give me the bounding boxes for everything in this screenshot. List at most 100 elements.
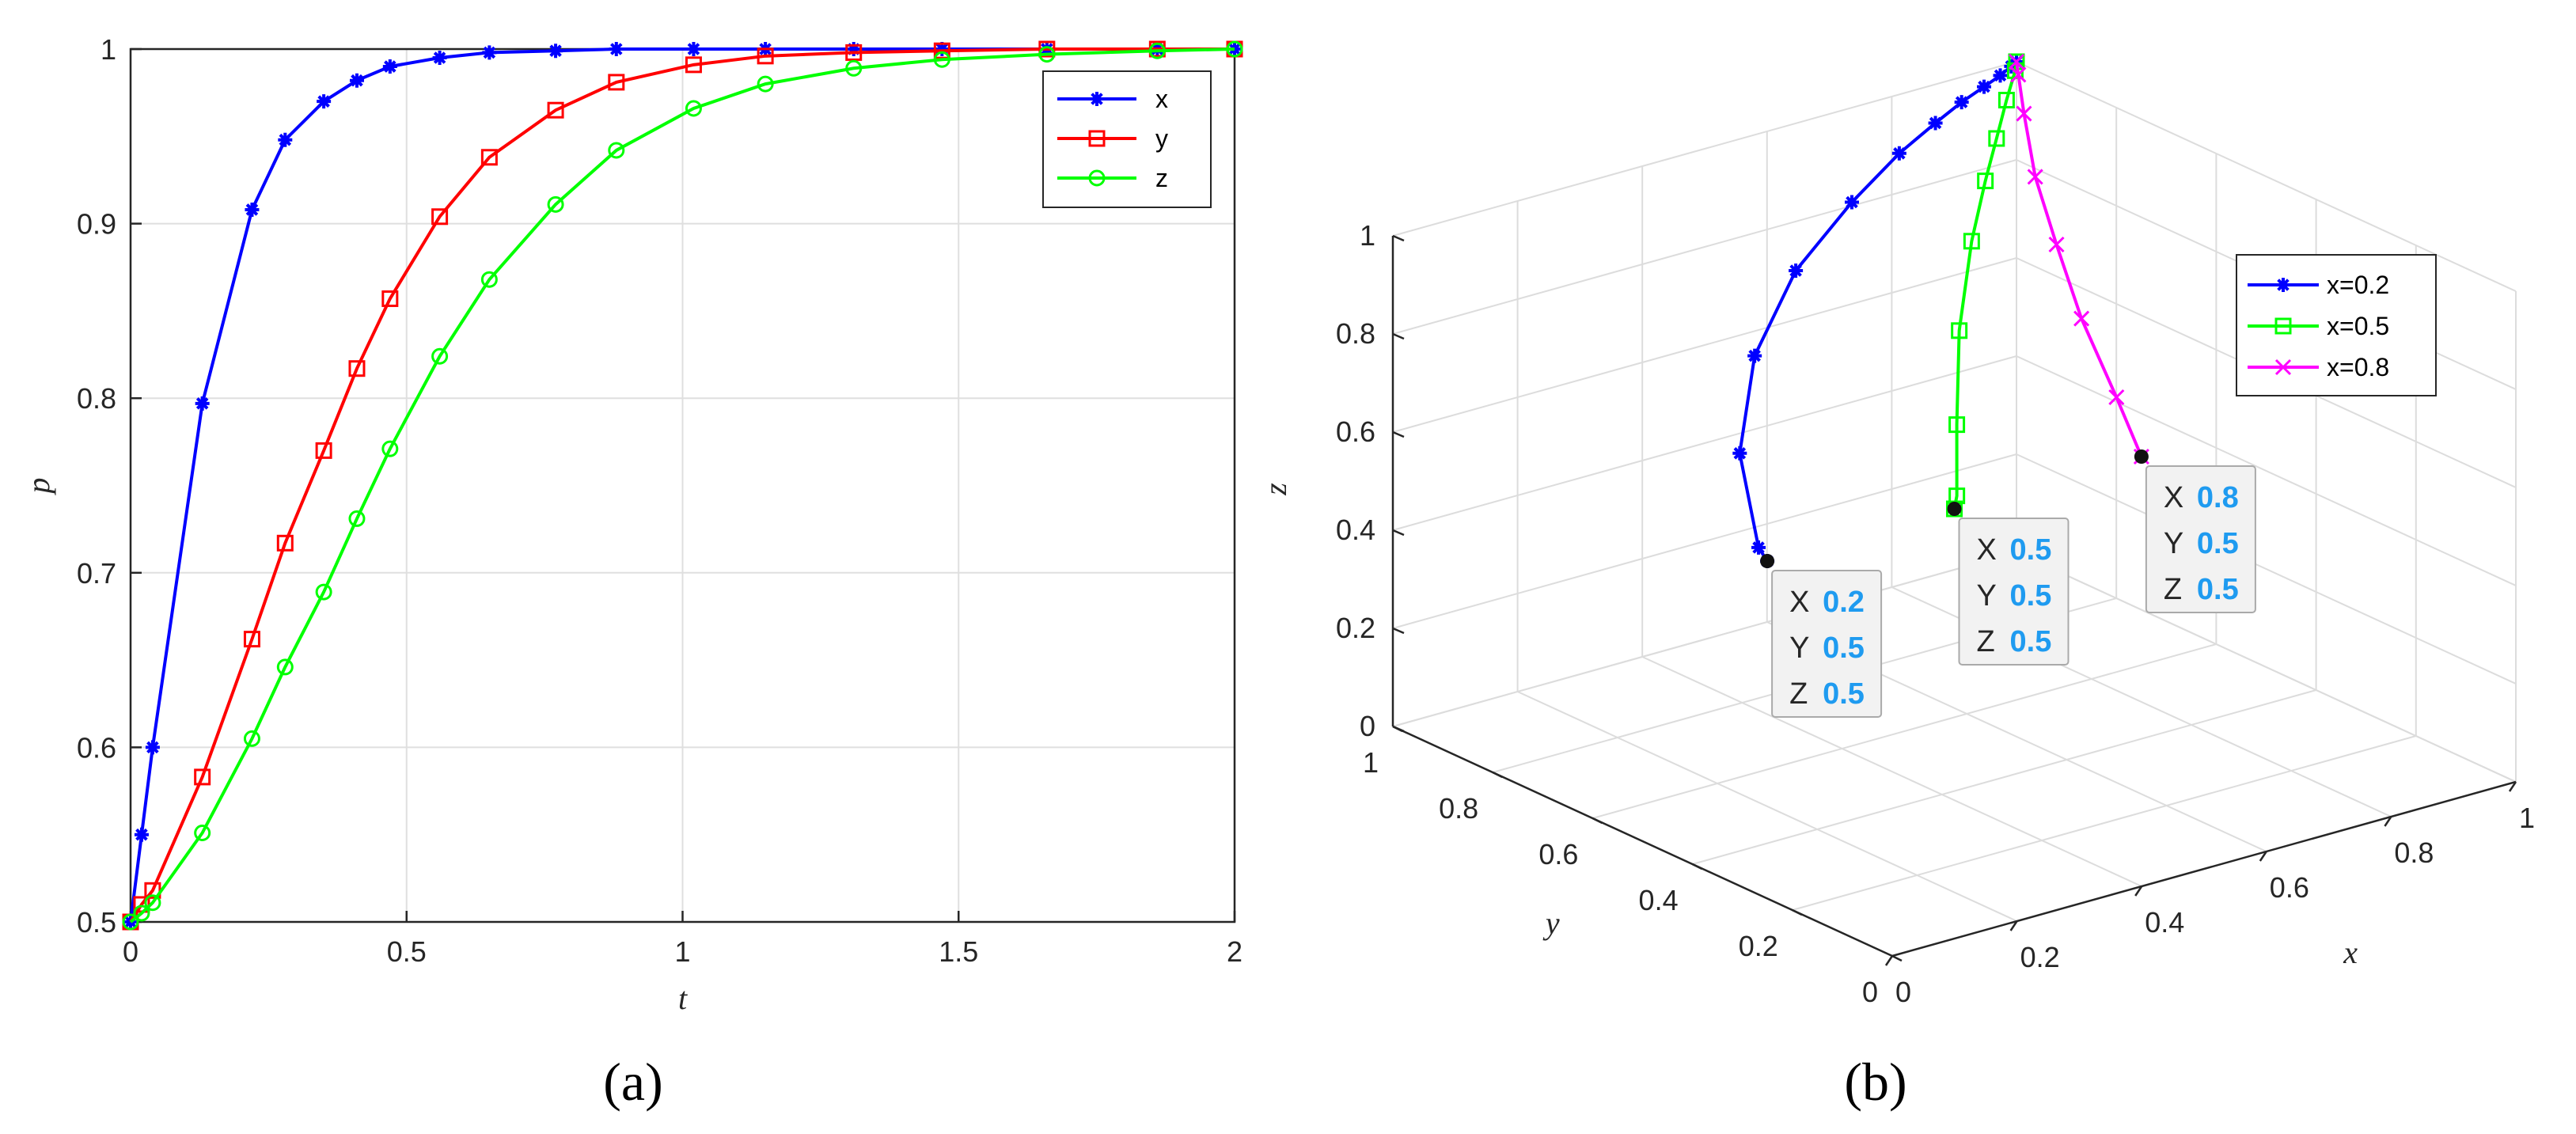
z-axis-label: z	[1258, 483, 1293, 496]
datatip-value-Y: 0.5	[1823, 631, 1865, 665]
datatip-value-X: 0.2	[1823, 586, 1865, 619]
data-point-x	[145, 740, 160, 755]
data-point-z	[547, 195, 564, 213]
data-point-x=0.2-shape	[1993, 68, 2008, 83]
datatip-1: X 0.2 Y 0.5 Z 0.5	[1771, 570, 1883, 718]
y-tick-label: 0.9	[77, 208, 116, 241]
data-point-y-shape	[933, 42, 950, 59]
legend-marker-x=0.8	[2274, 358, 2292, 376]
datatip-key-Z: Z	[1977, 625, 1995, 658]
data-point-x=0.2	[1954, 95, 1969, 110]
datatip-value-Z: 0.5	[1823, 677, 1865, 711]
data-point-x=0.8-shape	[2008, 53, 2025, 70]
series-x=0.2	[1732, 55, 2024, 568]
datatip-value-X: 0.8	[2197, 481, 2239, 514]
chart-panel-b: 0 0.2 0.4 0.6 0.8 1 0 0.2 0.4 0.6 0.8 1 0 0.2 0.4 0.6 0.…	[1258, 53, 2535, 1008]
data-point-z	[480, 271, 498, 288]
data-point-z	[348, 510, 366, 527]
gridline-wall-x	[2016, 453, 2517, 685]
gridline-wall-y	[1392, 159, 2017, 335]
data-point-x=0.5-shape	[1988, 130, 2005, 147]
data-point-x=0.2	[1789, 264, 1804, 278]
data-point-x=0.8	[2010, 66, 2027, 83]
data-point-z-shape	[122, 913, 139, 931]
x-tick-label: 0	[123, 935, 138, 968]
data-point-z-shape	[276, 658, 294, 676]
data-point-y	[845, 44, 863, 61]
y-tick-mark	[1891, 954, 1903, 962]
data-point-x	[317, 94, 332, 109]
datatip-value-Z: 0.5	[2197, 573, 2239, 606]
gridline-floor	[1517, 691, 2018, 922]
data-point-z-shape	[315, 583, 332, 601]
data-point-x	[278, 132, 293, 147]
data-point-z-shape	[348, 510, 366, 527]
data-point-z	[144, 894, 161, 912]
x-tick-label: 0	[1895, 976, 1911, 1008]
datatip-key-X: X	[2164, 481, 2183, 514]
data-point-x-shape	[482, 45, 497, 60]
y-tick-mark	[1692, 863, 1703, 870]
y-tick-label: 0.8	[1439, 792, 1478, 825]
data-point-z	[685, 100, 702, 117]
data-point-x=0.5	[1997, 92, 2015, 108]
data-point-x-shape	[134, 827, 149, 842]
legend-label-y: y	[1155, 124, 1168, 153]
z-tick-mark	[1392, 234, 1405, 242]
data-point-z-shape	[933, 51, 950, 68]
datatip-key-Y: Y	[2164, 527, 2183, 560]
y-tick-label: 0.6	[1538, 838, 1578, 870]
gridline-floor	[1692, 689, 2316, 865]
data-point-z-shape	[547, 195, 564, 213]
z-tick-label: 0.2	[1336, 612, 1375, 644]
data-point-x=0.2	[1993, 68, 2008, 83]
y-tick-label: 0.6	[77, 731, 116, 764]
legend-label-x=0.2: x=0.2	[2327, 271, 2389, 299]
x-axis-label: x	[2343, 935, 2358, 970]
x-axis-label: t	[678, 980, 688, 1016]
data-point-z	[194, 824, 211, 841]
data-point-x=0.2	[1732, 446, 1747, 461]
caption-a: (a)	[603, 1052, 662, 1112]
data-point-x	[846, 42, 861, 56]
data-point-y-shape	[480, 149, 498, 166]
y-tick-label: 1	[101, 33, 116, 66]
x-tick-mark	[2508, 781, 2517, 792]
z-tick-label: 0.8	[1336, 317, 1375, 350]
data-point-x=0.5	[1988, 130, 2005, 147]
gridline-wall-x	[2016, 355, 2517, 586]
x-tick-mark	[2259, 851, 2267, 862]
legend-marker-y	[1088, 130, 1106, 147]
data-point-z	[1148, 42, 1166, 59]
data-point-x=0.2-shape	[1732, 446, 1747, 461]
legend-marker-x=0.5-shape	[2274, 317, 2292, 335]
x-tick-mark	[2134, 886, 2143, 897]
data-point-x=0.8-shape	[2027, 169, 2043, 185]
gridline-wall-x	[2016, 61, 2517, 292]
data-point-x	[548, 44, 563, 59]
data-point-x=0.5	[1951, 322, 1968, 339]
data-point-x	[195, 396, 210, 411]
y-axis-label: p	[21, 478, 56, 496]
z-tick-label: 0.6	[1336, 415, 1375, 448]
data-point-x=0.8	[2073, 310, 2090, 327]
data-point-y	[348, 360, 366, 377]
datatip-value-Z: 0.5	[2010, 625, 2052, 658]
data-point-z-shape	[243, 730, 260, 747]
caption-b: (b)	[1844, 1052, 1906, 1112]
legend-a: xyz	[1042, 70, 1212, 208]
data-point-y	[243, 631, 260, 648]
datatip-box	[2145, 465, 2256, 613]
data-point-x=0.2	[1747, 348, 1762, 363]
data-point-x-shape	[432, 51, 447, 66]
data-point-z-shape	[1226, 40, 1243, 58]
data-point-y	[547, 101, 564, 119]
datatip-anchor-dot	[1947, 502, 1962, 516]
data-point-x=0.5-shape	[1951, 322, 1968, 339]
data-point-x=0.8	[2048, 236, 2065, 253]
z-tick-mark	[1392, 430, 1405, 438]
data-point-x	[245, 202, 260, 217]
data-point-z	[133, 905, 150, 922]
data-point-x=0.8	[2016, 105, 2032, 122]
